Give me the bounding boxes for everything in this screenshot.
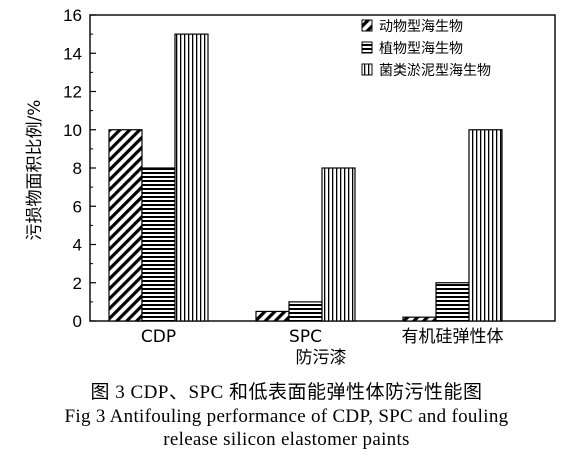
legend-label: 菌类淤泥型海生物 bbox=[379, 63, 491, 79]
bar-2-1 bbox=[435, 282, 470, 322]
y-axis-label: 污损物面积比例/% bbox=[25, 100, 45, 241]
bar-2-2 bbox=[468, 129, 503, 322]
bar-1-2 bbox=[321, 167, 356, 322]
x-tick-label: SPC bbox=[289, 327, 322, 347]
y-tick-label: 16 bbox=[63, 6, 82, 25]
x-tick-label: 有机硅弹性体 bbox=[402, 327, 504, 347]
y-tick-label: 6 bbox=[73, 197, 82, 216]
y-tick-label: 2 bbox=[73, 274, 82, 293]
bar-0-0 bbox=[108, 129, 143, 322]
y-tick-label: 12 bbox=[63, 83, 82, 102]
legend-swatch bbox=[361, 19, 373, 32]
y-tick-label: 14 bbox=[63, 44, 82, 63]
legend-label: 植物型海生物 bbox=[379, 41, 463, 57]
legend-swatch bbox=[361, 63, 373, 76]
bar-chart: 0 2 4 6 8 10 12 14 16 CDP SPC 有机硅弹性体 动物型海生物植物型海生物菌类… bbox=[25, 6, 556, 368]
figure-caption-english-line1: Fig 3 Antifouling performance of CDP, SP… bbox=[64, 406, 509, 427]
bar-1-0 bbox=[255, 310, 290, 322]
y-tick-label: 4 bbox=[73, 236, 82, 255]
x-tick-label: CDP bbox=[141, 327, 176, 347]
figure-caption-english-line2: release silicon elastomer paints bbox=[163, 429, 410, 450]
legend-swatch bbox=[361, 41, 373, 54]
bar-2-0 bbox=[402, 316, 437, 322]
y-tick-label: 8 bbox=[73, 159, 82, 178]
y-tick-label: 0 bbox=[73, 312, 82, 331]
chart-bars bbox=[108, 33, 503, 322]
bar-0-1 bbox=[141, 167, 176, 322]
bar-0-2 bbox=[174, 33, 209, 322]
x-axis-label: 防污漆 bbox=[296, 348, 347, 368]
figure-caption-chinese: 图 3 CDP、SPC 和低表面能弹性体防污性能图 bbox=[90, 382, 483, 403]
y-tick-label: 10 bbox=[63, 121, 82, 140]
bar-1-1 bbox=[288, 301, 323, 322]
legend-label: 动物型海生物 bbox=[379, 19, 463, 35]
